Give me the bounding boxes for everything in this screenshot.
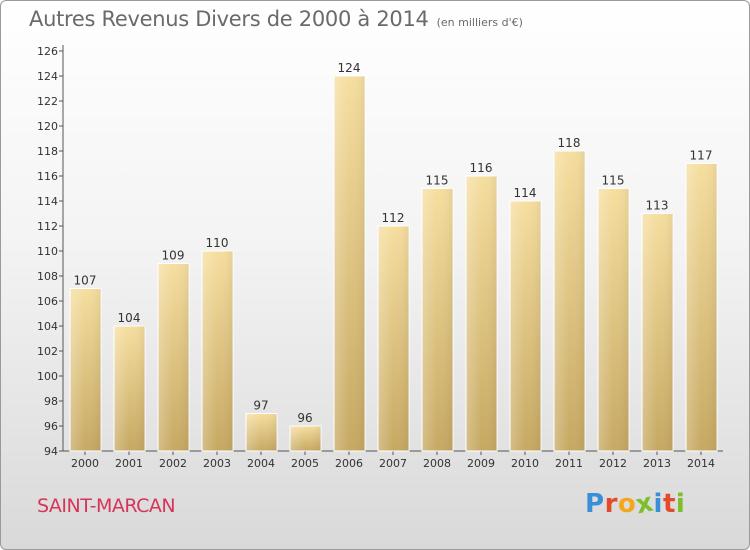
logo-letter: o bbox=[617, 489, 637, 519]
x-tick-label: 2007 bbox=[379, 457, 407, 470]
city-name: SAINT-MARCAN bbox=[37, 495, 176, 517]
bar-shine bbox=[290, 426, 321, 451]
bar-shine bbox=[510, 201, 541, 451]
data-label: 117 bbox=[690, 149, 713, 163]
x-tick-label: 2005 bbox=[291, 457, 319, 470]
x-tick-label: 2009 bbox=[467, 457, 495, 470]
bar-shine bbox=[114, 326, 145, 451]
bar-shine bbox=[158, 263, 189, 451]
y-tick-label: 114 bbox=[37, 195, 58, 208]
data-label: 96 bbox=[297, 411, 312, 425]
x-tick-label: 2000 bbox=[71, 457, 99, 470]
bar-shine bbox=[642, 213, 673, 451]
x-tick-label: 2012 bbox=[599, 457, 627, 470]
bar-shine bbox=[334, 76, 365, 451]
y-tick-label: 120 bbox=[37, 120, 58, 133]
data-label: 118 bbox=[558, 136, 581, 150]
y-tick-label: 104 bbox=[37, 320, 58, 333]
data-label: 116 bbox=[470, 161, 493, 175]
x-tick-label: 2002 bbox=[159, 457, 187, 470]
y-tick-label: 100 bbox=[37, 370, 58, 383]
logo-letter: t bbox=[662, 489, 676, 519]
y-tick-label: 106 bbox=[37, 295, 58, 308]
bar-shine bbox=[378, 226, 409, 451]
x-tick-label: 2003 bbox=[203, 457, 231, 470]
y-tick-label: 112 bbox=[37, 220, 58, 233]
y-tick-label: 122 bbox=[37, 95, 58, 108]
bar-shine bbox=[422, 188, 453, 451]
y-tick-label: 96 bbox=[44, 420, 58, 433]
x-tick-label: 2004 bbox=[247, 457, 275, 470]
x-tick-label: 2011 bbox=[555, 457, 583, 470]
y-tick-label: 102 bbox=[37, 345, 58, 358]
bar-shine bbox=[202, 251, 233, 451]
data-label: 115 bbox=[426, 174, 449, 188]
x-tick-label: 2013 bbox=[643, 457, 671, 470]
chart-title: Autres Revenus Divers de 2000 à 2014 bbox=[29, 7, 429, 31]
bar-shine bbox=[70, 288, 101, 451]
logo-letter: i bbox=[653, 489, 663, 519]
logo-letter: r bbox=[604, 489, 618, 519]
data-label: 110 bbox=[206, 236, 229, 250]
x-tick-label: 2006 bbox=[335, 457, 363, 470]
y-tick-label: 98 bbox=[44, 395, 58, 408]
y-tick-label: 108 bbox=[37, 270, 58, 283]
logo-letter: P bbox=[585, 489, 605, 519]
data-label: 104 bbox=[118, 311, 141, 325]
y-tick-label: 126 bbox=[37, 45, 58, 58]
bars bbox=[69, 75, 718, 452]
title-row: Autres Revenus Divers de 2000 à 2014 (en … bbox=[29, 7, 523, 31]
data-label: 109 bbox=[162, 249, 185, 263]
proxiti-logo: Proxiti bbox=[585, 488, 686, 521]
data-label: 113 bbox=[646, 199, 669, 213]
bar-shine bbox=[466, 176, 497, 451]
logo-letter: i bbox=[675, 489, 686, 519]
data-label: 112 bbox=[382, 211, 405, 225]
bar-shine bbox=[246, 413, 277, 451]
y-tick-label: 124 bbox=[37, 70, 58, 83]
x-tick-label: 2001 bbox=[115, 457, 143, 470]
value-labels: 107 104 109 110 97 96 124 112 115 116 114 118 115 113… bbox=[74, 61, 713, 425]
data-label: 114 bbox=[514, 186, 537, 200]
data-label: 115 bbox=[602, 174, 625, 188]
y-tick-label: 94 bbox=[44, 445, 58, 458]
x-tick-label: 2010 bbox=[511, 457, 539, 470]
data-label: 124 bbox=[338, 61, 361, 75]
data-label: 107 bbox=[74, 274, 97, 288]
axes: 94 96 98 100 102 104 106 108 110 112 114 116 118 120 1… bbox=[37, 45, 723, 470]
y-tick-label: 110 bbox=[37, 245, 58, 258]
y-tick-label: 118 bbox=[37, 145, 58, 158]
bar-shine bbox=[554, 151, 585, 451]
x-tick-label: 2008 bbox=[423, 457, 451, 470]
y-tick-label: 116 bbox=[37, 170, 58, 183]
bar-shine bbox=[598, 188, 629, 451]
data-label: 97 bbox=[253, 399, 268, 413]
bar-shine bbox=[686, 163, 717, 451]
x-tick-label: 2014 bbox=[687, 457, 715, 470]
chart-subtitle: (en milliers d'€) bbox=[436, 16, 523, 29]
